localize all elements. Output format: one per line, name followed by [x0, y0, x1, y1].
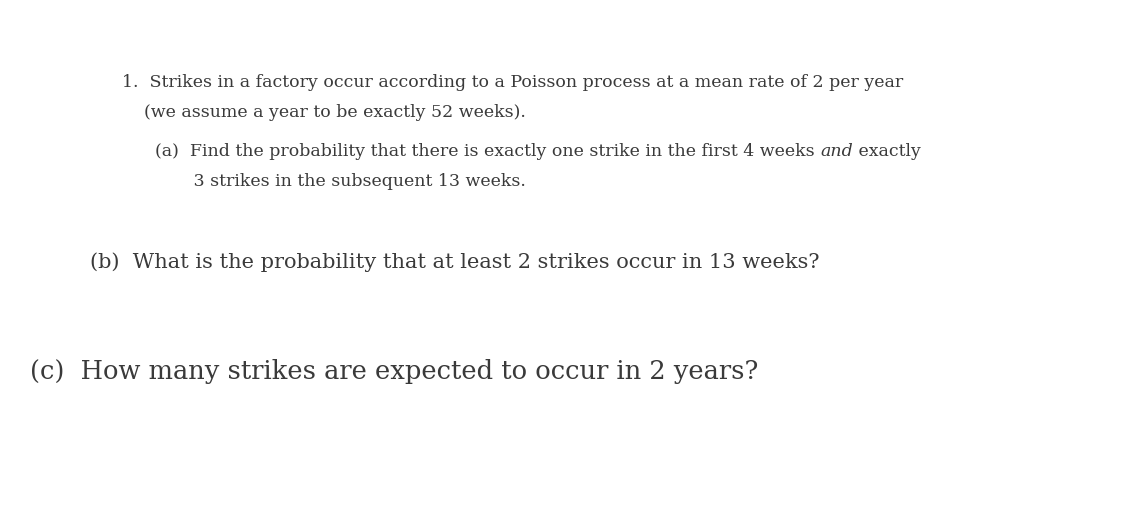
Text: (c)  How many strikes are expected to occur in 2 years?: (c) How many strikes are expected to occ…: [30, 359, 759, 385]
Text: (b)  What is the probability that at least 2 strikes occur in 13 weeks?: (b) What is the probability that at leas…: [90, 252, 819, 272]
Text: 3 strikes in the subsequent 13 weeks.: 3 strikes in the subsequent 13 weeks.: [155, 174, 526, 190]
Text: (we assume a year to be exactly 52 weeks).: (we assume a year to be exactly 52 weeks…: [123, 103, 526, 120]
Text: exactly: exactly: [853, 144, 921, 160]
Text: (a)  Find the probability that there is exactly one strike in the first 4 weeks: (a) Find the probability that there is e…: [155, 144, 821, 160]
Text: and: and: [821, 144, 853, 160]
Text: 1.  Strikes in a factory occur according to a Poisson process at a mean rate of : 1. Strikes in a factory occur according …: [123, 73, 904, 90]
